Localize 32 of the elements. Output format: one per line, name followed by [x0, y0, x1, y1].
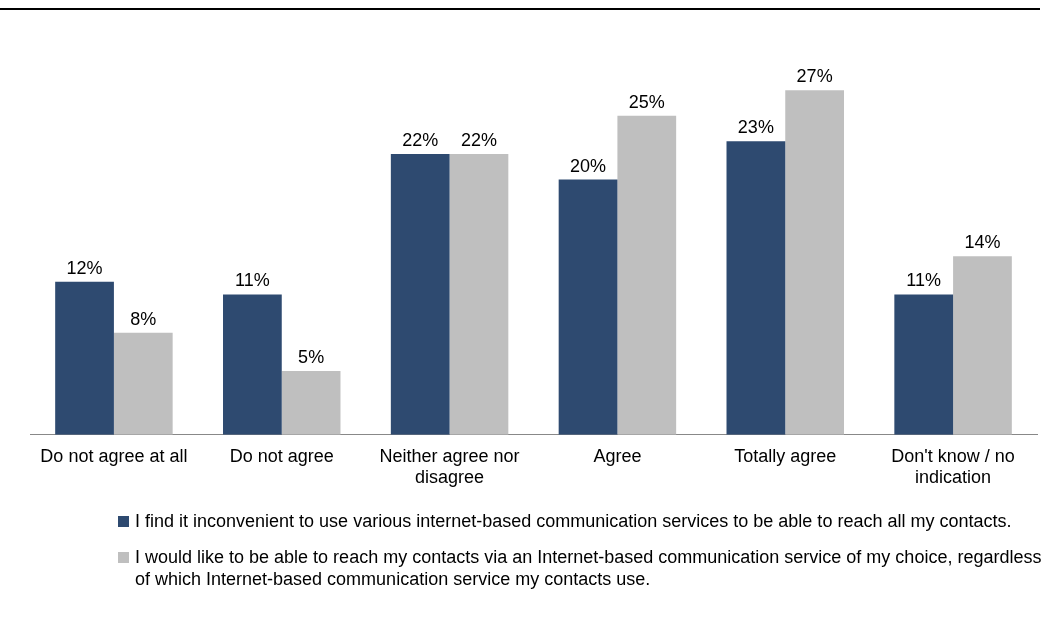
bar: [726, 141, 786, 435]
bar: [113, 332, 173, 435]
data-label: 5%: [298, 346, 325, 367]
bar: [281, 371, 341, 435]
data-label: 12%: [66, 257, 103, 278]
bar: [55, 281, 114, 435]
x-tick-label: Don't know / no indication: [891, 445, 1015, 488]
data-label: 11%: [906, 270, 942, 291]
data-label: 20%: [570, 155, 607, 176]
data-label: 14%: [964, 232, 1001, 253]
x-tick-label: Do not agree at all: [40, 445, 188, 466]
bar: [953, 256, 1012, 435]
data-label: 22%: [460, 130, 497, 151]
x-tick-label: Neither agree nor disagree: [379, 445, 520, 488]
bar: [390, 154, 450, 435]
legend-label: I would like to be able to reach my contacts via an Internet-based communication service of my choice, regardless of which Internet-based communication service my contacts use.: [135, 546, 1043, 590]
data-label: 11%: [235, 270, 270, 291]
bar: [894, 294, 954, 435]
data-label: 8%: [130, 308, 157, 329]
bar: [558, 179, 618, 435]
legend-label: I find it inconvenient to use various internet-based communication services to be able to reach all my contacts.: [135, 510, 1012, 532]
data-label: 25%: [628, 91, 665, 112]
bar: [449, 154, 509, 435]
x-tick-label: Totally agree: [734, 445, 837, 466]
bar: [617, 115, 677, 435]
bar: [223, 294, 282, 435]
x-tick-label: Do not agree: [229, 445, 334, 466]
data-label: 27%: [796, 66, 833, 87]
x-tick-label: Agree: [593, 445, 642, 466]
data-label: 23%: [737, 117, 774, 138]
bar: [785, 90, 844, 435]
data-label: 22%: [402, 130, 439, 151]
